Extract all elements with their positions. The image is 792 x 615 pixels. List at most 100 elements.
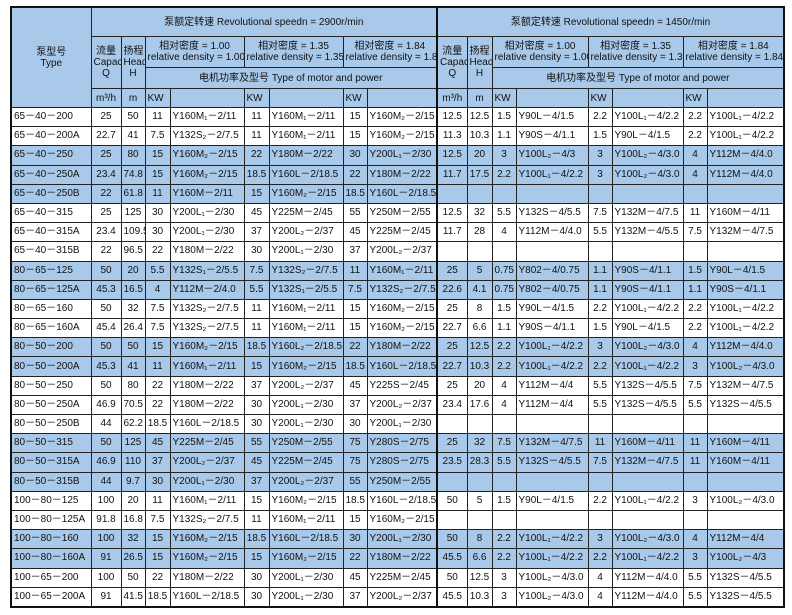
kw-cell: 15 [144,164,171,185]
motor-cell: Y100L₂－4/3.0 [611,164,684,185]
kw-cell [587,471,613,492]
motor-cell: Y160M₂－2/15 [169,337,245,358]
kw-cell: 11 [144,106,171,128]
table-row: 80－50－250B 44 62.2 18.5 Y160L－2/18.5 30 Y200L₁… [10,413,785,435]
table-row: 100－80－160A 91 26.5 15 Y160M₂－2/15 15 Y160M₂－2… [10,548,785,569]
motor-cell: Y132S－4/5.5 [706,394,785,416]
table-row: 100－65－200 100 50 22 Y180M－2/22 30 Y200L₁－2/30… [10,567,785,588]
kw-cell: 30 [243,241,270,262]
motor-cell: Y100L₂－4/3.0 [515,586,589,608]
head-cell: 17.6 [466,394,493,416]
kw-cell: 22 [144,375,171,396]
motor-cell: Y100L₁－4/2.2 [515,337,589,358]
motor-cell: Y132S－4/5.5 [706,586,785,608]
head-cell: 41 [120,356,146,377]
motor-cell: Y225M－2/45 [366,567,438,588]
motor-cell: Y160M₁－2/11 [366,260,438,281]
motor-cell: Y160M₁－2/11 [169,490,245,511]
motor-cell: Y112M－4/4 [515,375,589,396]
kw-cell: 15 [342,298,368,320]
capacity-cell: 22.7 [436,356,468,377]
head-cell: 12.5 [466,337,493,358]
motor-cell: Y132S₁－2/5.5 [169,260,245,281]
kw-cell: 15 [144,145,171,166]
type-cell: 80－50－250B [10,413,92,435]
kw-cell: 1.1 [587,260,613,281]
capacity-cell [436,413,468,435]
kw-cell: 55 [342,202,368,224]
kw-cell: 7.5 [144,126,171,147]
motor-cell: Y160M₂－2/15 [268,183,344,204]
motor-cell: Y160M－4/11 [611,433,684,454]
capacity-cell: 45.5 [436,548,468,569]
kw-cell: 2.2 [491,337,517,358]
motor-cell: Y112M－4/4.0 [611,586,684,608]
capacity-cell: 23.5 [436,452,468,473]
motor-cell [706,509,785,531]
motor-cell [515,509,589,531]
motor-cell: Y160M₂－2/15 [366,298,438,320]
motor-cell: Y280S－2/75 [366,433,438,454]
motor-header: 电机功率及型号 Type of motor and power [491,67,785,89]
kw-cell: 7.5 [144,509,171,531]
kw-cell [491,183,517,204]
kw-cell: 5.5 [587,375,613,396]
motor-cell: Y100L₁－4/2.2 [515,529,589,550]
kw-cell: 11 [144,183,171,204]
head-unit: m [466,88,493,108]
capacity-cell: 50 [436,567,468,588]
motor-cell: Y132M－4/7.5 [515,433,589,454]
head-cell [466,509,493,531]
head-cell: 80 [120,375,146,396]
kw-cell: 30 [342,413,368,435]
capacity-cell: 45.3 [90,356,122,377]
capacity-cell [436,471,468,492]
capacity-cell: 91 [90,586,122,608]
motor-cell: Y200L₂－2/37 [268,222,344,243]
kw-cell: 30 [144,222,171,243]
motor-cell: Y160M₁－2/11 [268,126,344,147]
kw-cell: 45 [342,567,368,588]
motor-cell: Y160L－2/18.5 [366,356,438,377]
motor-cell: Y100L₁－4/2.2 [706,126,785,147]
table-row: 80－65－125 50 20 5.5 Y132S₁－2/5.5 7.5 Y132S₂－2/… [10,260,785,281]
kw-cell: 45 [243,452,270,473]
kw-cell: 2.2 [682,318,708,339]
kw-cell: 3 [682,490,708,511]
kw-cell [682,509,708,531]
kw-cell [682,241,708,262]
kw-cell: 7.5 [587,452,613,473]
type-cell: 65－40－315 [10,202,92,224]
kw-cell: 18.5 [243,337,270,358]
capacity-cell: 11.7 [436,164,468,185]
kw-cell: 30 [144,471,171,492]
motor-cell: Y200L₁－2/30 [268,413,344,435]
motor-cell: Y180M－2/22 [366,164,438,185]
motor-cell: Y112M－4/4 [515,394,589,416]
motor-type-header [611,88,684,108]
capacity-cell: 12.5 [436,106,468,128]
motor-cell: Y132S₂－2/7.5 [169,318,245,339]
table-header: 泵型号 Type 泵额定转速 Revolutional speedn = 2900… [10,6,785,108]
capacity-cell: 25 [90,202,122,224]
motor-cell [515,471,589,492]
kw-cell: 3 [587,337,613,358]
head-cell: 26.4 [120,318,146,339]
pump-motor-table: 泵型号 Type 泵额定转速 Revolutional speedn = 2900… [10,6,786,608]
motor-cell [611,413,684,435]
kw-cell: 37 [342,394,368,416]
head-cell: 32 [466,433,493,454]
kw-cell: 1.5 [491,106,517,128]
kw-cell: 3 [587,145,613,166]
kw-cell: 4 [587,586,613,608]
kw-cell: 2.2 [682,106,708,128]
motor-cell: Y180M－2/22 [169,567,245,588]
motor-cell [706,241,785,262]
motor-cell: Y225M－2/45 [366,222,438,243]
motor-cell: Y160M₁－2/11 [169,106,245,128]
capacity-cell: 11.3 [436,126,468,147]
head-cell: 9.7 [120,471,146,492]
motor-cell: Y160M₂－2/15 [366,318,438,339]
capacity-cell: 100 [90,567,122,588]
